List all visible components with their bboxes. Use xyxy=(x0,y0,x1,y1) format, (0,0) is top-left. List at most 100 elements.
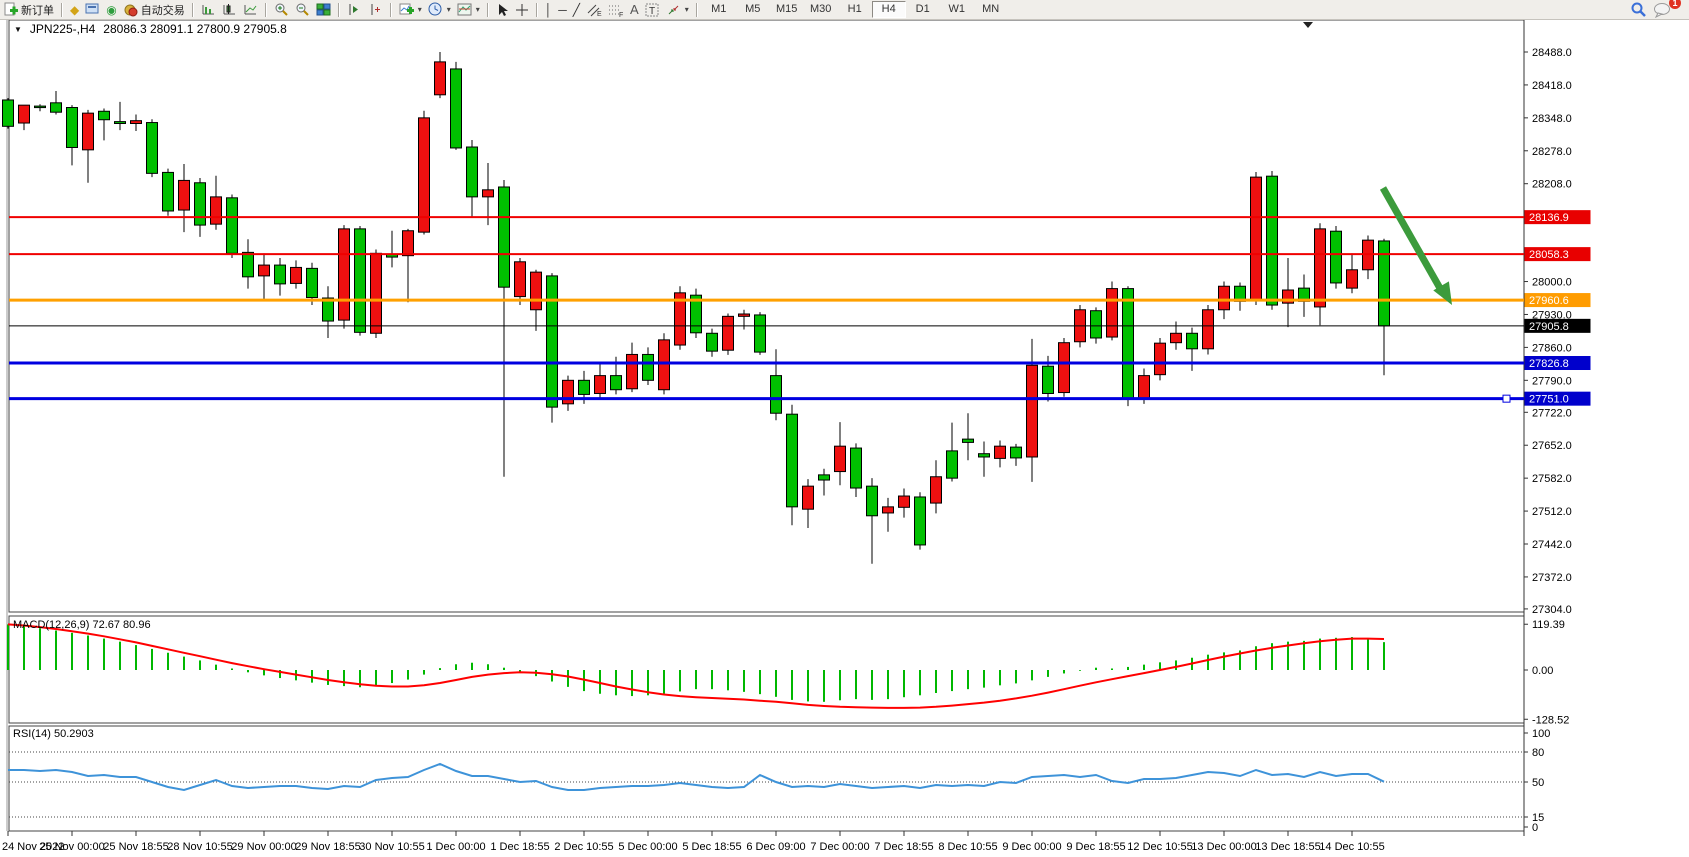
svg-text:2 Dec 10:55: 2 Dec 10:55 xyxy=(554,841,613,853)
svg-text:T: T xyxy=(649,6,655,17)
text-label-tool-button[interactable]: T xyxy=(642,1,663,18)
svg-text:7 Dec 00:00: 7 Dec 00:00 xyxy=(810,841,869,853)
search-button[interactable] xyxy=(1627,1,1650,18)
svg-text:80: 80 xyxy=(1532,747,1544,759)
bar-chart-mode-button[interactable] xyxy=(198,1,219,18)
collapse-triangle-icon[interactable]: ▼ xyxy=(14,24,22,34)
templates-button[interactable]: ▾ xyxy=(454,1,483,18)
fibonacci-icon: F xyxy=(609,5,623,17)
search-icon xyxy=(1631,2,1646,17)
svg-text:14 Dec 10:55: 14 Dec 10:55 xyxy=(1319,841,1384,853)
svg-text:28058.3: 28058.3 xyxy=(1529,249,1569,261)
svg-text:28 Nov 10:55: 28 Nov 10:55 xyxy=(167,841,232,853)
zoom-in-icon xyxy=(275,3,288,16)
arrows-tool-button[interactable]: ▾ xyxy=(663,1,692,18)
zoom-out-button[interactable] xyxy=(292,1,313,18)
fibonacci-tool-button[interactable]: F xyxy=(605,1,627,18)
auto-scroll-icon xyxy=(349,4,358,15)
vertical-line-tool-button[interactable]: │ xyxy=(542,1,556,18)
add-indicator-icon xyxy=(399,3,414,15)
signal-button[interactable]: ◉ xyxy=(103,1,119,18)
timeframe-m30-button[interactable]: M30 xyxy=(810,3,832,15)
notifications-button[interactable]: 1 xyxy=(1650,0,1681,18)
crosshair-tool-button[interactable] xyxy=(512,1,532,18)
svg-text:-128.52: -128.52 xyxy=(1532,714,1569,726)
chart-symbol-title[interactable]: ▼ JPN225-,H4 28086.3 28091.1 27800.9 279… xyxy=(14,22,287,36)
svg-text:27860.0: 27860.0 xyxy=(1532,342,1572,354)
macd-indicator-label: MACD(12,26,9) 72.67 80.96 xyxy=(13,619,151,631)
svg-text:24 Nov 2022: 24 Nov 2022 xyxy=(2,841,64,853)
tile-windows-button[interactable] xyxy=(313,1,334,18)
candlestick-mode-button[interactable] xyxy=(219,1,240,18)
chart-shift-icon xyxy=(371,4,380,15)
arrows-icon xyxy=(668,5,679,14)
svg-text:0: 0 xyxy=(1532,822,1538,834)
toolbar-separator xyxy=(61,2,63,17)
dropdown-caret-icon: ▾ xyxy=(446,5,451,14)
svg-text:28418.0: 28418.0 xyxy=(1532,80,1572,92)
svg-text:28208.0: 28208.0 xyxy=(1532,179,1572,191)
chat-bubble-icon xyxy=(1654,2,1670,18)
svg-text:9 Dec 00:00: 9 Dec 00:00 xyxy=(1002,841,1061,853)
svg-text:27304.0: 27304.0 xyxy=(1532,604,1572,616)
svg-text:27722.0: 27722.0 xyxy=(1532,407,1572,419)
dropdown-caret-icon: ▾ xyxy=(475,5,480,14)
horizontal-line-tool-button[interactable]: ─ xyxy=(555,1,570,18)
dropdown-caret-icon: ▾ xyxy=(684,5,689,14)
toolbar-separator xyxy=(486,2,489,17)
quotes-icon: ◆ xyxy=(70,2,80,17)
price-axis: 28488.0 28418.0 28348.0 28278.0 28208.0 28000… xyxy=(1524,47,1572,616)
templates-icon xyxy=(457,3,472,16)
svg-text:50: 50 xyxy=(1532,777,1544,789)
chart-shift-button[interactable] xyxy=(365,1,386,18)
quotes-button[interactable]: ◆ xyxy=(67,1,82,18)
timeframe-h1-button[interactable]: H1 xyxy=(847,3,862,15)
svg-text:27930.0: 27930.0 xyxy=(1532,309,1572,321)
auto-scroll-button[interactable] xyxy=(344,1,365,18)
zoom-in-button[interactable] xyxy=(271,1,292,18)
line-chart-mode-button[interactable] xyxy=(240,1,261,18)
svg-text:E: E xyxy=(597,11,602,17)
macd-pane: 119.39 0.00 -128.52 xyxy=(7,619,1569,726)
autotrade-button[interactable]: 自动交易 xyxy=(120,1,188,18)
tile-windows-icon xyxy=(316,3,331,16)
dropdown-caret-icon: ▾ xyxy=(417,5,422,14)
chart-shift-marker xyxy=(1303,22,1313,28)
timeframe-m15-button[interactable]: M15 xyxy=(776,3,798,15)
signal-icon: ◉ xyxy=(106,2,117,17)
rsi-pane: 100 80 50 150 xyxy=(8,728,1550,834)
new-order-button[interactable]: 新订单 xyxy=(0,1,57,18)
svg-text:28278.0: 28278.0 xyxy=(1532,146,1572,158)
symbol-ohlc-values: 28086.3 28091.1 27800.9 27905.8 xyxy=(103,22,287,36)
notification-badge: 1 xyxy=(1669,0,1681,9)
svg-text:0.00: 0.00 xyxy=(1532,665,1553,677)
svg-text:27826.8: 27826.8 xyxy=(1529,358,1569,370)
candles-layer xyxy=(2,52,1390,564)
cursor-tool-button[interactable] xyxy=(493,1,512,18)
timeframe-h4-button[interactable]: H4 xyxy=(871,1,906,18)
new-order-icon xyxy=(4,2,18,16)
data-window-button[interactable] xyxy=(82,1,103,18)
timeframe-m5-button[interactable]: M5 xyxy=(745,3,761,15)
timeframe-mn-button[interactable]: MN xyxy=(982,3,1000,15)
autotrade-icon xyxy=(124,4,138,17)
trendline-icon: ╱ xyxy=(572,2,581,17)
hlines-layer: 28136.9 28058.3 27960.6 27905.8 27826.8 27751… xyxy=(9,210,1591,406)
toolbar-separator xyxy=(337,2,340,17)
timeframe-w1-button[interactable]: W1 xyxy=(948,3,965,15)
timeframe-d1-button[interactable]: D1 xyxy=(915,3,930,15)
timeframe-m1-button[interactable]: M1 xyxy=(711,3,727,15)
text-tool-button[interactable]: A xyxy=(627,1,642,18)
svg-text:28348.0: 28348.0 xyxy=(1532,113,1572,125)
periods-button[interactable]: ▾ xyxy=(425,1,454,18)
add-indicator-button[interactable]: ▾ xyxy=(396,1,425,18)
svg-text:29 Nov 00:00: 29 Nov 00:00 xyxy=(231,841,296,853)
channel-tool-button[interactable]: E xyxy=(583,1,605,18)
svg-text:27442.0: 27442.0 xyxy=(1532,539,1572,551)
svg-text:29 Nov 18:55: 29 Nov 18:55 xyxy=(295,841,360,853)
svg-text:27652.0: 27652.0 xyxy=(1532,440,1572,452)
autotrade-label: 自动交易 xyxy=(140,4,185,17)
trendline-tool-button[interactable]: ╱ xyxy=(570,1,583,18)
